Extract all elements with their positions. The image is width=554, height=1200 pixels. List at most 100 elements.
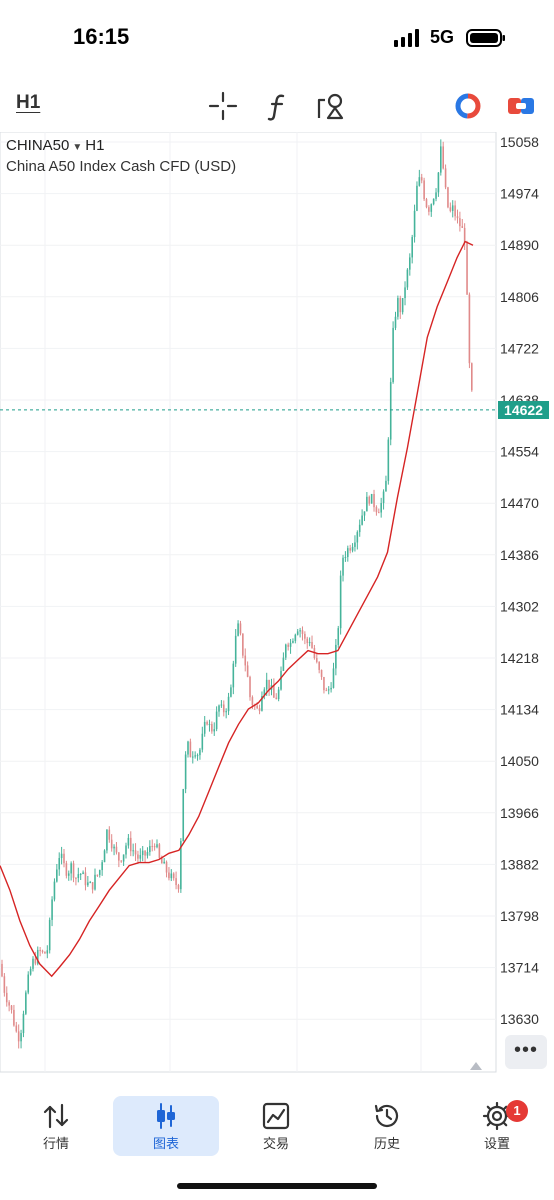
candle-body [306,638,309,644]
candle-body [101,862,103,871]
price-tick-label: 14974 [500,186,539,202]
nav-history-label: 历史 [373,1136,400,1151]
candle-body [397,298,399,317]
candle-body [125,845,127,855]
candle-body [87,882,89,886]
nav-history[interactable]: 历史 [334,1096,440,1156]
candle-body [389,382,392,440]
candle-body [32,958,34,969]
candle-body [180,841,182,890]
price-chart[interactable]: 1505814974148901480614722146381455414470… [0,132,554,1074]
candle-body [287,644,289,647]
candle-body [468,294,471,364]
candle-body [392,327,394,383]
candle-body [249,676,251,698]
candle-body [10,1005,13,1010]
candle-body [156,844,158,848]
candle-body [354,542,356,547]
price-tick-label: 14218 [500,650,539,666]
candle-body [373,494,375,508]
nav-trade-label: 交易 [262,1136,289,1151]
timeframe-button[interactable]: H1 [16,92,41,113]
price-tick-label: 13798 [500,908,539,924]
symbol-description: China A50 Index Cash CFD (USD) [6,158,237,175]
candle-body [375,507,378,513]
candle-body [440,146,442,173]
candle-body [394,316,397,328]
candle-body [134,850,137,855]
nav-quotes-label: 行情 [42,1136,69,1151]
candle-body [323,676,325,691]
candle-body [444,168,447,188]
price-tick-label: 14722 [500,340,539,356]
candle-body [41,950,44,952]
candle-body [194,755,196,757]
candle-body [239,623,242,634]
candle-body [320,669,323,677]
candle-body [387,439,390,481]
candle-body [263,689,266,697]
candle-body [110,839,113,849]
candle-body [122,854,125,862]
candle-body [149,845,151,853]
moving-average-line [0,240,474,978]
candle-body [60,853,63,859]
nav-chart[interactable]: 图表 [113,1096,219,1156]
candle-body [160,857,163,864]
candle-body [471,363,473,391]
candle-body [215,711,218,730]
status-time: 16:15 [73,24,130,49]
nav-trade[interactable]: 交易 [223,1096,329,1156]
candle-body [46,950,49,954]
candle-body [242,633,244,656]
candle-body [27,974,30,993]
candle-body [5,992,8,1003]
candle-body [432,198,435,205]
candle-body [175,878,177,886]
candle-body [380,503,382,513]
price-tick-label: 13882 [500,856,539,872]
symbol-header[interactable]: CHINA50 ▼ H1 [6,137,104,154]
candle-body [103,850,106,863]
candle-body [227,696,230,712]
candle-body [308,641,311,644]
candle-body [273,685,275,698]
candle-body [36,949,39,964]
candle-body [349,548,351,551]
candle-body [168,872,170,879]
candle-body [337,628,340,645]
candle-body [29,968,32,975]
candle-body [459,218,461,227]
candle-body [151,845,154,847]
nav-settings-label: 设置 [483,1136,510,1151]
candle-body [277,689,280,700]
network-type: 5G [430,27,455,47]
candle-body [466,242,468,295]
indicators-icon[interactable] [262,90,294,122]
candle-body [411,237,413,258]
candle-body [275,697,278,700]
price-tick-label: 14470 [500,495,539,511]
price-tick-label: 14806 [500,289,539,305]
candle-body [184,754,187,790]
objects-shapes-icon[interactable] [315,90,347,122]
price-tick-label: 14050 [500,753,539,769]
current-price-tag: 14622 [498,401,549,419]
trade-signals-icon[interactable] [452,90,484,122]
one-click-trading-icon[interactable] [505,90,537,122]
candle-body [330,687,332,690]
crosshair-icon[interactable] [207,90,239,122]
candle-body [144,850,146,856]
candle-body [206,721,208,725]
candle-body [129,837,132,852]
nav-quotes[interactable]: 行情 [3,1096,109,1156]
candle-body [106,829,108,851]
candle-body [230,687,232,697]
more-options-button[interactable]: ••• [505,1035,547,1069]
candle-body [44,951,46,954]
candle-body [15,1025,18,1032]
candle-body [89,882,92,884]
chart-plot-frame [0,132,497,1073]
nav-settings[interactable]: 设置 1 [444,1096,550,1156]
candle-body [454,205,456,217]
